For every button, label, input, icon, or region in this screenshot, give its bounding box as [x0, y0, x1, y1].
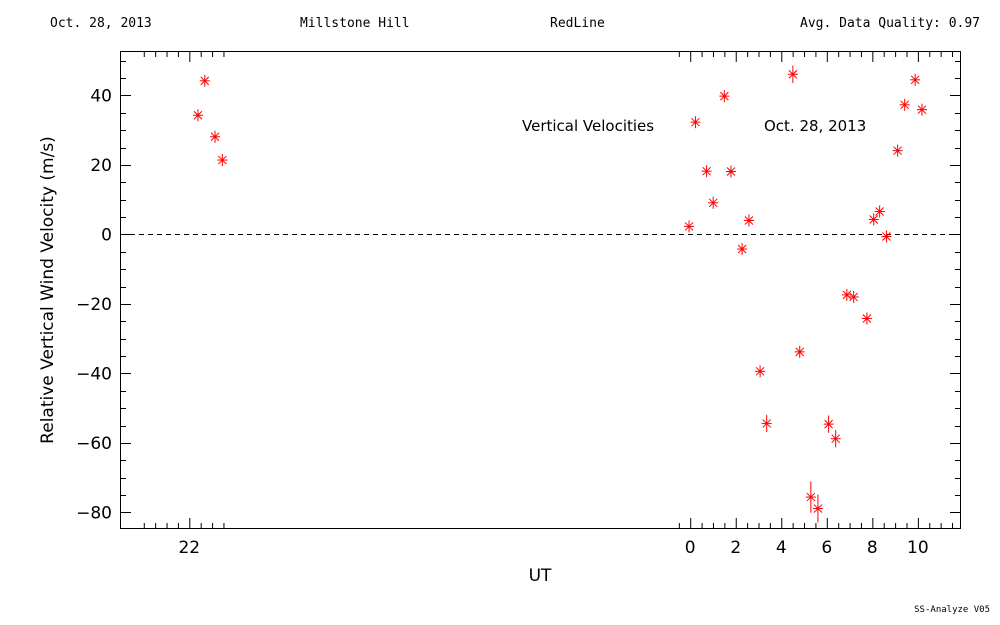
x-tick-label: 10	[907, 538, 929, 558]
marker-stroke	[842, 290, 852, 300]
data-point	[199, 74, 210, 87]
data-point	[725, 165, 736, 178]
x-tick-label: 8	[867, 538, 878, 558]
marker-stroke	[824, 419, 833, 429]
data-point	[794, 345, 805, 358]
y-tick-label: −40	[76, 364, 112, 384]
marker-stroke	[806, 492, 816, 502]
marker-stroke	[917, 105, 927, 115]
marker-stroke	[684, 222, 694, 231]
x-tick-label: 6	[821, 538, 832, 558]
marker-stroke	[719, 91, 729, 101]
data-point	[910, 73, 921, 86]
marker-stroke	[744, 216, 754, 225]
marker-stroke	[882, 232, 891, 241]
data-point	[743, 214, 754, 227]
marker-stroke	[755, 366, 765, 376]
marker-stroke	[726, 167, 736, 176]
header-filter: RedLine	[550, 16, 605, 31]
data-point	[787, 65, 798, 83]
data-point	[192, 109, 203, 122]
x-axis-title: UT	[529, 566, 552, 586]
data-point	[719, 90, 730, 103]
data-point	[841, 288, 852, 301]
y-tick-label: −60	[76, 434, 112, 454]
marker-stroke	[831, 434, 841, 444]
marker-stroke	[762, 419, 772, 428]
data-point	[823, 415, 834, 433]
y-tick-label: −80	[76, 503, 112, 523]
data-point	[210, 130, 221, 143]
data-point	[892, 144, 903, 157]
x-tick-label: 22	[178, 538, 200, 558]
header-site: Millstone Hill	[300, 16, 410, 31]
x-tick-label: 2	[730, 538, 741, 558]
data-point	[868, 213, 879, 226]
marker-stroke	[788, 69, 798, 79]
data-point	[874, 205, 885, 218]
marker-stroke	[737, 244, 747, 254]
annotation-date: Oct. 28, 2013	[764, 117, 866, 135]
data-point	[701, 165, 712, 178]
data-point	[848, 290, 859, 303]
marker-stroke	[869, 215, 879, 224]
marker-stroke	[193, 110, 203, 120]
marker-stroke	[875, 207, 884, 216]
data-point	[861, 312, 872, 325]
data-points	[192, 65, 927, 523]
header-quality: Avg. Data Quality: 0.97	[800, 16, 981, 31]
axis-ticks	[121, 52, 960, 528]
data-point	[708, 196, 719, 209]
data-point	[830, 430, 841, 448]
marker-stroke	[910, 75, 920, 85]
marker-stroke	[900, 100, 910, 110]
marker-stroke	[795, 347, 805, 357]
data-point	[690, 116, 701, 129]
data-point	[916, 103, 927, 116]
data-point	[217, 154, 228, 167]
marker-stroke	[849, 292, 859, 302]
x-tick-label: 0	[685, 538, 696, 558]
x-tick-label: 4	[776, 538, 787, 558]
data-point	[755, 365, 766, 378]
marker-stroke	[200, 76, 210, 86]
software-version: SS-Analyze V05	[914, 605, 990, 615]
marker-stroke	[217, 155, 227, 165]
annotation-title: Vertical Velocities	[522, 117, 654, 135]
data-point	[737, 243, 748, 256]
marker-stroke	[813, 504, 823, 513]
y-tick-label: −20	[76, 295, 112, 315]
data-point	[899, 98, 910, 111]
data-point	[812, 494, 823, 523]
header-date: Oct. 28, 2013	[50, 16, 152, 31]
data-point	[805, 481, 816, 513]
marker-stroke	[893, 146, 902, 156]
marker-stroke	[702, 166, 711, 176]
axis-labels: 22 0 2 4 6 8 10 −80 −60 −40 −20 0 20 40	[76, 86, 929, 558]
y-tick-label: 40	[90, 86, 112, 106]
data-point	[881, 230, 892, 243]
data-point	[684, 220, 695, 233]
marker-stroke	[691, 117, 700, 127]
y-axis-title: Relative Vertical Wind Velocity (m/s)	[38, 136, 58, 444]
y-tick-label: 0	[101, 225, 112, 245]
y-tick-label: 20	[90, 156, 112, 176]
marker-stroke	[708, 198, 718, 208]
marker-stroke	[210, 132, 220, 142]
data-point	[761, 414, 772, 433]
marker-stroke	[862, 314, 872, 323]
plot-frame	[120, 51, 961, 529]
